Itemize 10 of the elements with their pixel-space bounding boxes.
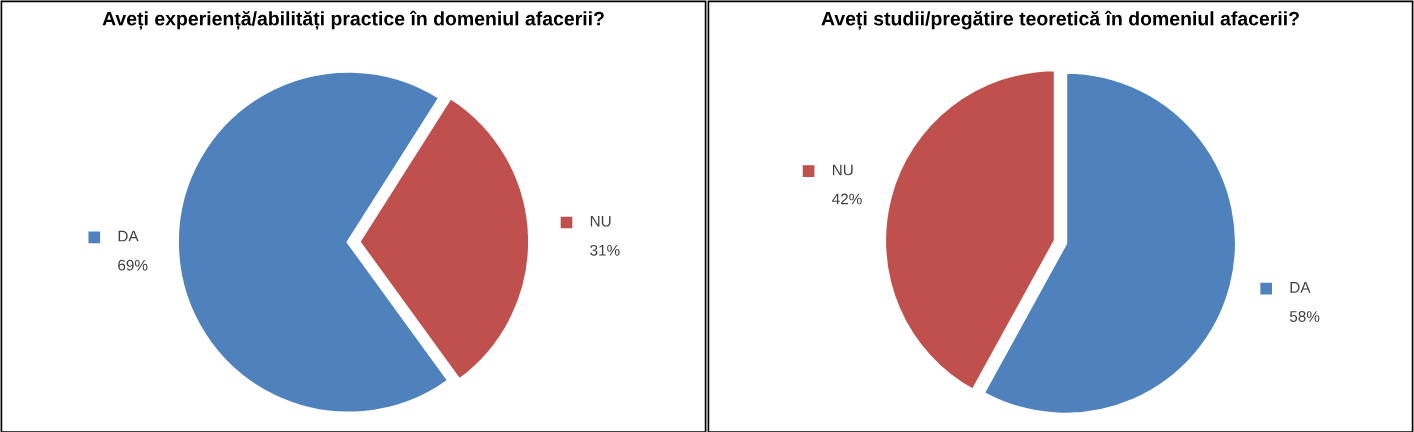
data-label: 42%: [832, 193, 862, 205]
legend-label: NU: [832, 164, 853, 176]
legend-label: NU: [590, 215, 611, 227]
legend-label: DA: [1290, 282, 1311, 293]
legend-label: DA: [118, 230, 139, 242]
data-label: 31%: [590, 244, 620, 256]
data-label: 58%: [1289, 311, 1320, 322]
data-label: 69%: [118, 259, 148, 271]
chart-title: Aveți experiență/abilități practice în domeniul afacerii?: [102, 10, 604, 30]
chart-title: Aveți studii/pregătire teoretică în domeniul afacerii?: [821, 10, 1299, 30]
